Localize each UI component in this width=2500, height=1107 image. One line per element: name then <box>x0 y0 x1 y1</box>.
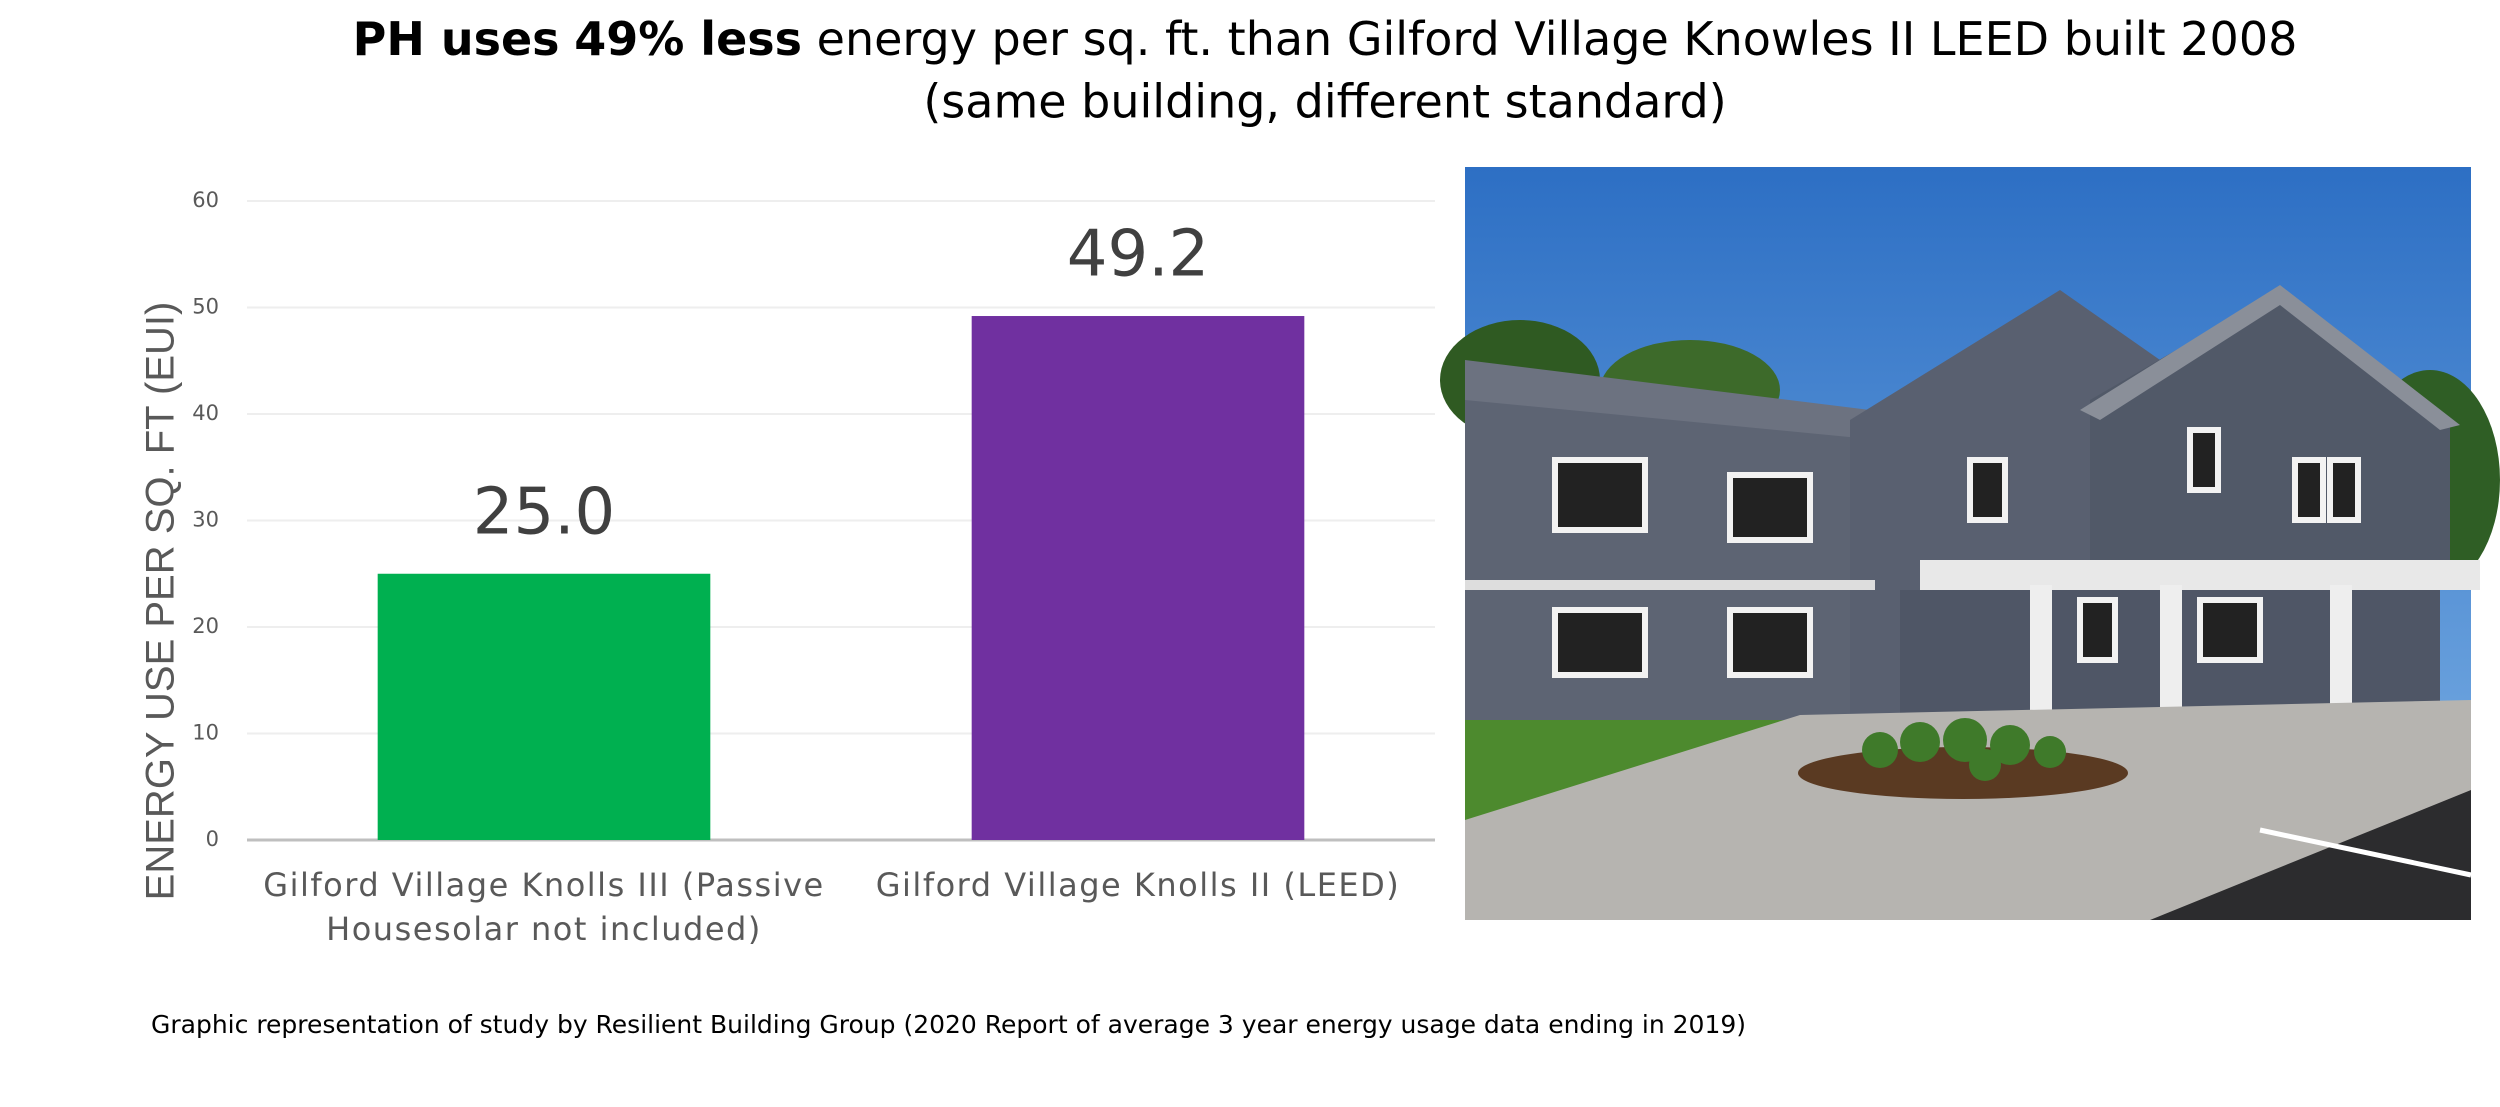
y-tick-label: 0 <box>206 827 219 851</box>
title-part: PH uses <box>353 12 560 66</box>
value-label: 25.0 <box>473 475 616 549</box>
chart-title: PH uses 49% less energy per sq. ft. than… <box>353 12 2298 66</box>
x-tick-label: Gilford Village Knolls III (Passive House… <box>263 866 824 948</box>
y-tick-label: 30 <box>192 508 219 532</box>
footnote: Graphic representation of study by Resil… <box>151 1010 1746 1039</box>
y-tick-label: 50 <box>192 295 219 319</box>
title-part: energy per sq. ft. than Gilford Village … <box>817 12 2298 66</box>
photo <box>1440 167 2500 920</box>
title-part: 49% less <box>574 12 802 66</box>
chart-subtitle: (same building, different standard) <box>923 75 1726 129</box>
y-tick-label: 60 <box>192 188 219 212</box>
bar <box>377 573 711 840</box>
y-axis-label: ENERGY USE PER SQ. FT (EUI) <box>139 302 183 901</box>
y-tick-label: 20 <box>192 614 219 638</box>
y-tick-label: 10 <box>192 721 219 745</box>
x-tick-label: Gilford Village Knolls II (LEED) <box>876 866 1401 904</box>
value-label: 49.2 <box>1067 218 1210 292</box>
bar <box>971 316 1305 840</box>
y-tick-label: 40 <box>192 401 219 425</box>
